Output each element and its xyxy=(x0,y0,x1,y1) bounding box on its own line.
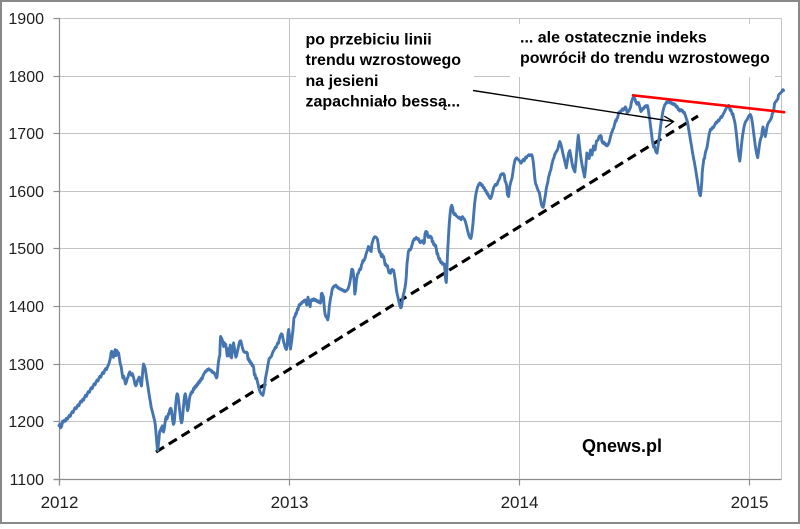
svg-text:2012: 2012 xyxy=(41,493,79,512)
svg-text:powrócił do trendu wzrostowego: powrócił do trendu wzrostowego xyxy=(520,50,770,67)
svg-text:Qnews.pl: Qnews.pl xyxy=(582,436,662,456)
svg-text:1300: 1300 xyxy=(8,357,44,374)
svg-text:... ale ostatecznie indeks: ... ale ostatecznie indeks xyxy=(520,30,707,47)
svg-text:1200: 1200 xyxy=(8,414,44,431)
svg-text:zapachniało bessą...: zapachniało bessą... xyxy=(306,94,461,111)
svg-text:1800: 1800 xyxy=(8,69,44,86)
svg-text:1500: 1500 xyxy=(8,241,44,258)
svg-text:1900: 1900 xyxy=(8,11,44,28)
svg-text:na jesieni: na jesieni xyxy=(306,73,379,90)
svg-text:2013: 2013 xyxy=(271,493,309,512)
svg-text:1100: 1100 xyxy=(10,472,45,489)
svg-text:2015: 2015 xyxy=(731,493,769,512)
svg-text:1400: 1400 xyxy=(8,299,44,316)
svg-text:trendu wzrostowego: trendu wzrostowego xyxy=(306,52,462,69)
svg-text:2014: 2014 xyxy=(501,493,539,512)
svg-text:po przebiciu linii: po przebiciu linii xyxy=(306,32,432,49)
svg-text:1700: 1700 xyxy=(8,126,44,143)
svg-text:1600: 1600 xyxy=(8,184,44,201)
